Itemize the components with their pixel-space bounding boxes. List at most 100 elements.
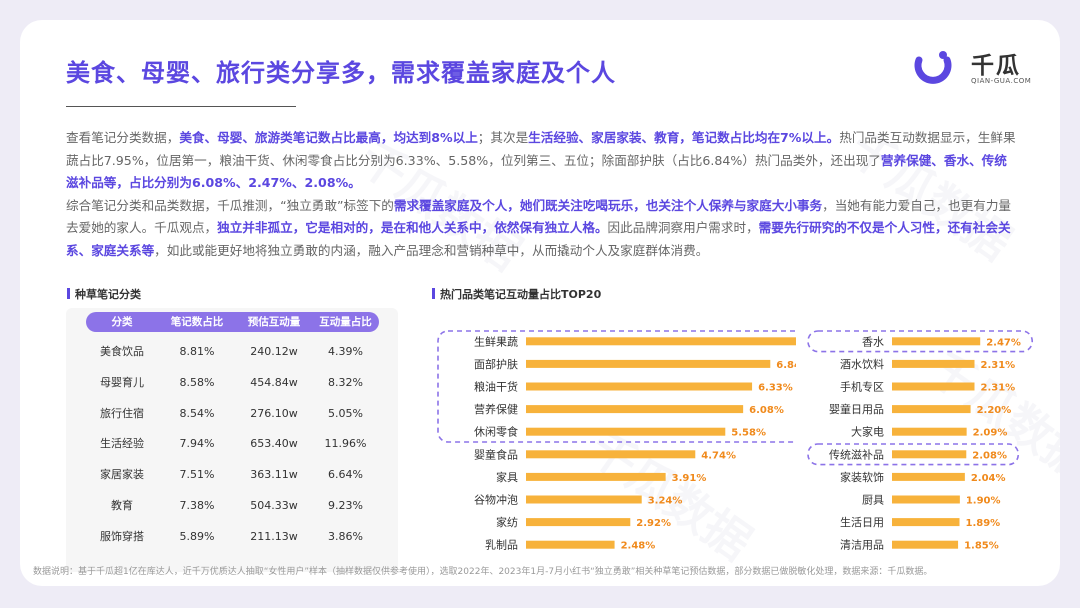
chart-right-category-label: 香水 [862, 335, 884, 348]
chart-right-bar [892, 405, 971, 414]
table-cell: 服饰穿搭 [100, 529, 144, 543]
body-text: 热门品类互动数据显示，生鲜果蔬占比7.95%，位居第一，粮油干货、休闲零食占比分… [66, 130, 1016, 168]
chart-left-value-label: 4.74% [701, 450, 736, 461]
chart-right-category-label: 清洁用品 [840, 539, 884, 552]
title-divider [66, 106, 296, 107]
chart-right-category-label: 婴童日用品 [829, 402, 884, 416]
chart-left-bar [526, 359, 771, 368]
chart-right-value-label: 2.47% [986, 337, 1021, 348]
chart-left-category-label: 家具 [496, 470, 518, 484]
table-cell: 363.11w [250, 468, 298, 482]
chart-left-bar [526, 337, 796, 346]
table-cell: 5.05% [328, 406, 363, 420]
chart-right-value-label: 2.31% [981, 360, 1016, 371]
highlight-text: 生活经验、家居家装、教育，笔记数占比均在7%以上。 [528, 130, 840, 145]
chart-right-bar [892, 472, 965, 481]
table-cell: 旅行住宿 [100, 406, 144, 420]
chart-section-title: 热门品类笔记互动量占比TOP20 [431, 288, 602, 301]
table-header-cell: 分类 [111, 316, 133, 328]
chart-left-category-label: 乳制品 [485, 539, 518, 552]
chart-left-value-label: 6.33% [758, 383, 793, 394]
table-cell: 母婴育儿 [100, 375, 144, 389]
chart-left-value-label: 6.08% [749, 405, 784, 416]
chart-left-bar [526, 472, 666, 481]
table-cell: 教育 [111, 499, 133, 512]
chart-right-bar [892, 540, 959, 549]
chart-right-value-label: 2.08% [972, 450, 1007, 461]
chart-right-bar [892, 427, 967, 436]
category-table: 分类 笔记数占比 预估互动量 互动量占比 美食饮品 8.81% 240.12w 4.39% 母… [66, 308, 398, 572]
logo-name: 千瓜 [971, 53, 1021, 79]
page-title: 美食、母婴、旅行类分享多，需求覆盖家庭及个人 [66, 59, 616, 87]
table-cell: 504.33w [250, 499, 298, 512]
chart-left-bar [526, 518, 631, 527]
chart-right-bar [892, 450, 967, 459]
slide-card: 千瓜数据千瓜数据千瓜数据千瓜数据千瓜数据 美食、母婴、旅行类分享多，需求覆盖家庭… [20, 20, 1060, 586]
chart-right-value-label: 2.20% [977, 405, 1012, 416]
table-cell: 7.51% [179, 468, 215, 482]
chart-right-bar [892, 518, 960, 527]
table-cell: 7.38% [179, 499, 215, 512]
chart-left-category-label: 生鲜果蔬 [474, 334, 518, 348]
chart-right-value-label: 2.31% [981, 383, 1016, 394]
table-cell: 生活经验 [100, 437, 144, 451]
highlight-text: 需要先行研究的不仅是个人习性，还有社会关系、家庭关系等 [66, 220, 1011, 258]
chart-right-bar [892, 359, 975, 368]
summary-text: 查看笔记分类数据，美食、母婴、旅游类笔记数占比最高，均达到8%以上；其次是生活经… [66, 127, 1016, 262]
table-header-cell: 互动量占比 [319, 316, 372, 328]
chart-left-bar [526, 427, 726, 436]
summary-paragraph-1: 查看笔记分类数据，美食、母婴、旅游类笔记数占比最高，均达到8%以上；其次是生活经… [66, 127, 1016, 195]
chart-left-category-label: 面部护肤 [474, 357, 518, 371]
table-cell: 6.64% [328, 468, 363, 482]
chart-right-value-label: 1.85% [964, 541, 999, 552]
highlight-text: 需求覆盖家庭及个人，她们既关注吃喝玩乐，也关注个人保养与家庭大小事务 [393, 197, 823, 213]
table-cell: 美食饮品 [100, 345, 144, 358]
chart-left-bar [526, 450, 696, 459]
chart-left-value-label: 3.91% [672, 473, 707, 484]
table-cell: 240.12w [250, 345, 298, 358]
logo-subtitle: QIAN-GUA.COM [971, 77, 1032, 85]
chart-left-bar [526, 382, 753, 391]
chart-right-category-label: 传统滋补品 [829, 448, 884, 461]
chart-right-bar [892, 337, 981, 346]
chart-right-category-label: 大家电 [851, 425, 884, 439]
chart-left-value-label: 2.92% [636, 518, 671, 529]
table-row: 家居家装 7.51% 363.11w 6.64% [86, 463, 379, 487]
table-cell: 276.10w [250, 406, 298, 420]
highlight-text: 独立并非孤立，它是相对的，是在和他人关系中，依然保有独立人格。 [217, 220, 608, 235]
qiangua-logo-icon [914, 51, 952, 84]
chart-left-bar [526, 405, 744, 414]
table-cell: 7.94% [179, 437, 215, 451]
highlight-text: 营养保健、香水、传统滋补品等，占比分别为6.08%、2.47%、2.08%。 [66, 152, 1007, 191]
data-footnote: 数据说明：基于千瓜超1亿在库达人，近千万优质达人抽取“女性用户”样本（抽样数据仅… [33, 567, 933, 577]
chart-left-bar [526, 540, 615, 549]
chart-right-category-label: 家装软饰 [840, 470, 884, 484]
chart-right-category-label: 手机专区 [840, 380, 884, 394]
chart-right-bar [892, 495, 960, 504]
table-cell: 家居家装 [100, 468, 144, 482]
chart-right-highlight-frame [807, 330, 1034, 353]
table-cell: 5.89% [179, 529, 215, 543]
table-section-title: 种草笔记分类 [67, 288, 141, 301]
chart-left-value-label: 5.58% [731, 428, 766, 439]
table-cell: 3.86% [328, 529, 363, 543]
chart-right-bar [892, 382, 975, 391]
chart-left-value-label: 6.84% [776, 360, 796, 371]
body-text: 综合笔记分类和品类数据，千瓜推测，“独立勇敢”标签下的 [66, 197, 394, 213]
body-text: ；其次是 [477, 130, 529, 145]
table-cell: 8.81% [179, 345, 215, 358]
table-cell: 8.58% [179, 375, 215, 389]
table-cell: 8.54% [179, 406, 215, 420]
highlight-text: 美食、母婴、旅游类笔记数占比最高，均达到8%以上 [179, 130, 478, 145]
qiangua-logo: 千瓜 QIAN-GUA.COM [913, 44, 1043, 92]
table-cell: 4.39% [328, 345, 363, 358]
chart-left-category-label: 谷物冲泡 [474, 493, 518, 507]
top20-bar-chart-left: 生鲜果蔬7.95%面部护肤6.84%粮油干货6.33%营养保健6.08%休闲零食… [437, 330, 796, 552]
chart-right-category-label: 生活日用 [840, 515, 884, 529]
chart-left-category-label: 粮油干货 [474, 380, 518, 394]
chart-left-category-label: 家纺 [496, 515, 518, 529]
chart-left-value-label: 2.48% [621, 541, 656, 552]
table-cell: 9.23% [328, 499, 363, 512]
table-header-cell: 笔记数占比 [170, 316, 224, 328]
table-row: 教育 7.38% 504.33w 9.23% [86, 494, 379, 518]
